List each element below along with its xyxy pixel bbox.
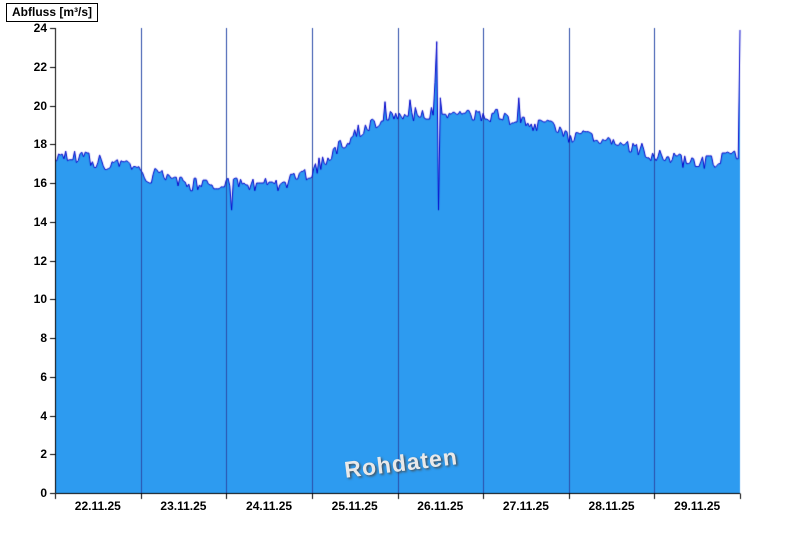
x-tick-label: 26.11.25 [417,499,464,513]
x-tick-label: 23.11.25 [160,499,207,513]
x-tick-label: 27.11.25 [502,499,549,513]
y-tick-label: 24 [33,21,47,35]
y-tick-label: 18 [33,137,47,152]
x-tick-label: 22.11.25 [74,499,121,513]
y-tick-label: 20 [33,98,47,113]
y-tick-label: 8 [40,331,47,345]
y-tick-label: 16 [33,176,47,190]
y-tick-label: 6 [40,369,47,384]
x-tick-label: 25.11.25 [331,499,378,513]
y-tick-label: 2 [40,447,47,462]
y-tick-label: 0 [40,486,47,500]
y-tick-label: 14 [33,214,47,229]
y-axis-label: Abfluss [m³/s] [6,3,99,22]
x-tick-label: 24.11.25 [246,499,293,513]
y-tick-label: 4 [40,408,47,423]
y-tick-label: 22 [33,59,47,74]
y-tick-label: 10 [33,292,47,307]
y-tick-label: 12 [33,253,47,268]
x-tick-label: 28.11.25 [588,499,635,513]
x-tick-label: 29.11.25 [674,499,721,513]
